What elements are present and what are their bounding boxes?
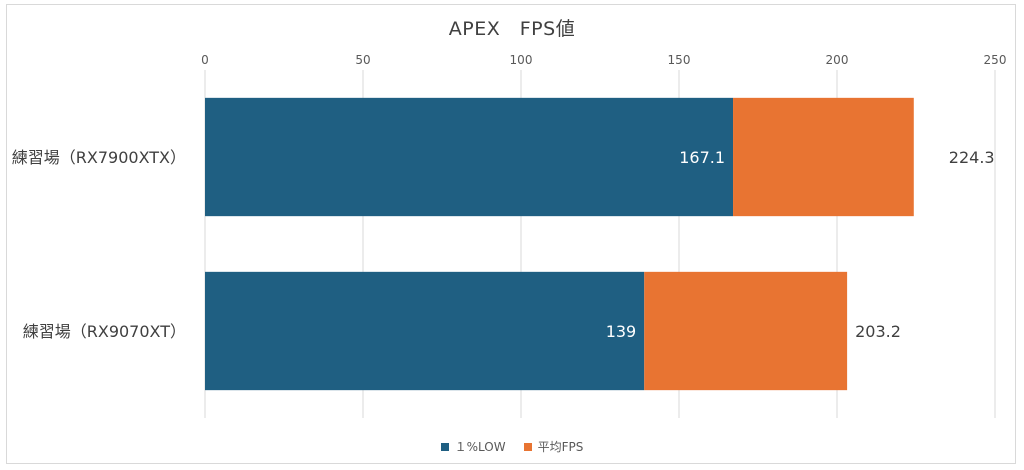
data-label-avg: 224.3 [949, 148, 995, 167]
y-category-label: 練習場（RX7900XTX） [12, 148, 186, 167]
x-tick-label: 250 [984, 53, 1007, 67]
legend-item-avg: 平均FPS [523, 438, 584, 455]
legend-swatch-avg [523, 442, 532, 451]
x-tick-label: 100 [510, 53, 533, 67]
bar-low [205, 97, 734, 217]
x-tick-label: 150 [668, 53, 691, 67]
data-label-low: 167.1 [679, 148, 725, 167]
x-tick-label: 0 [201, 53, 209, 67]
legend-swatch-low [440, 442, 449, 451]
data-label-avg: 203.2 [855, 322, 901, 341]
bar-avg [733, 97, 914, 217]
chart-legend: １%LOW 平均FPS [0, 438, 1024, 455]
legend-label-low: １%LOW [454, 440, 506, 454]
legend-item-low: １%LOW [440, 438, 506, 455]
x-tick-label: 50 [355, 53, 370, 67]
y-category-label: 練習場（RX9070XT） [23, 322, 186, 341]
x-tick-label: 200 [826, 53, 849, 67]
legend-label-avg: 平均FPS [537, 440, 584, 454]
data-label-low: 139 [606, 322, 637, 341]
bar-avg [644, 271, 848, 391]
bar-low [205, 271, 645, 391]
chart-title: APEX FPS値 [448, 18, 576, 40]
